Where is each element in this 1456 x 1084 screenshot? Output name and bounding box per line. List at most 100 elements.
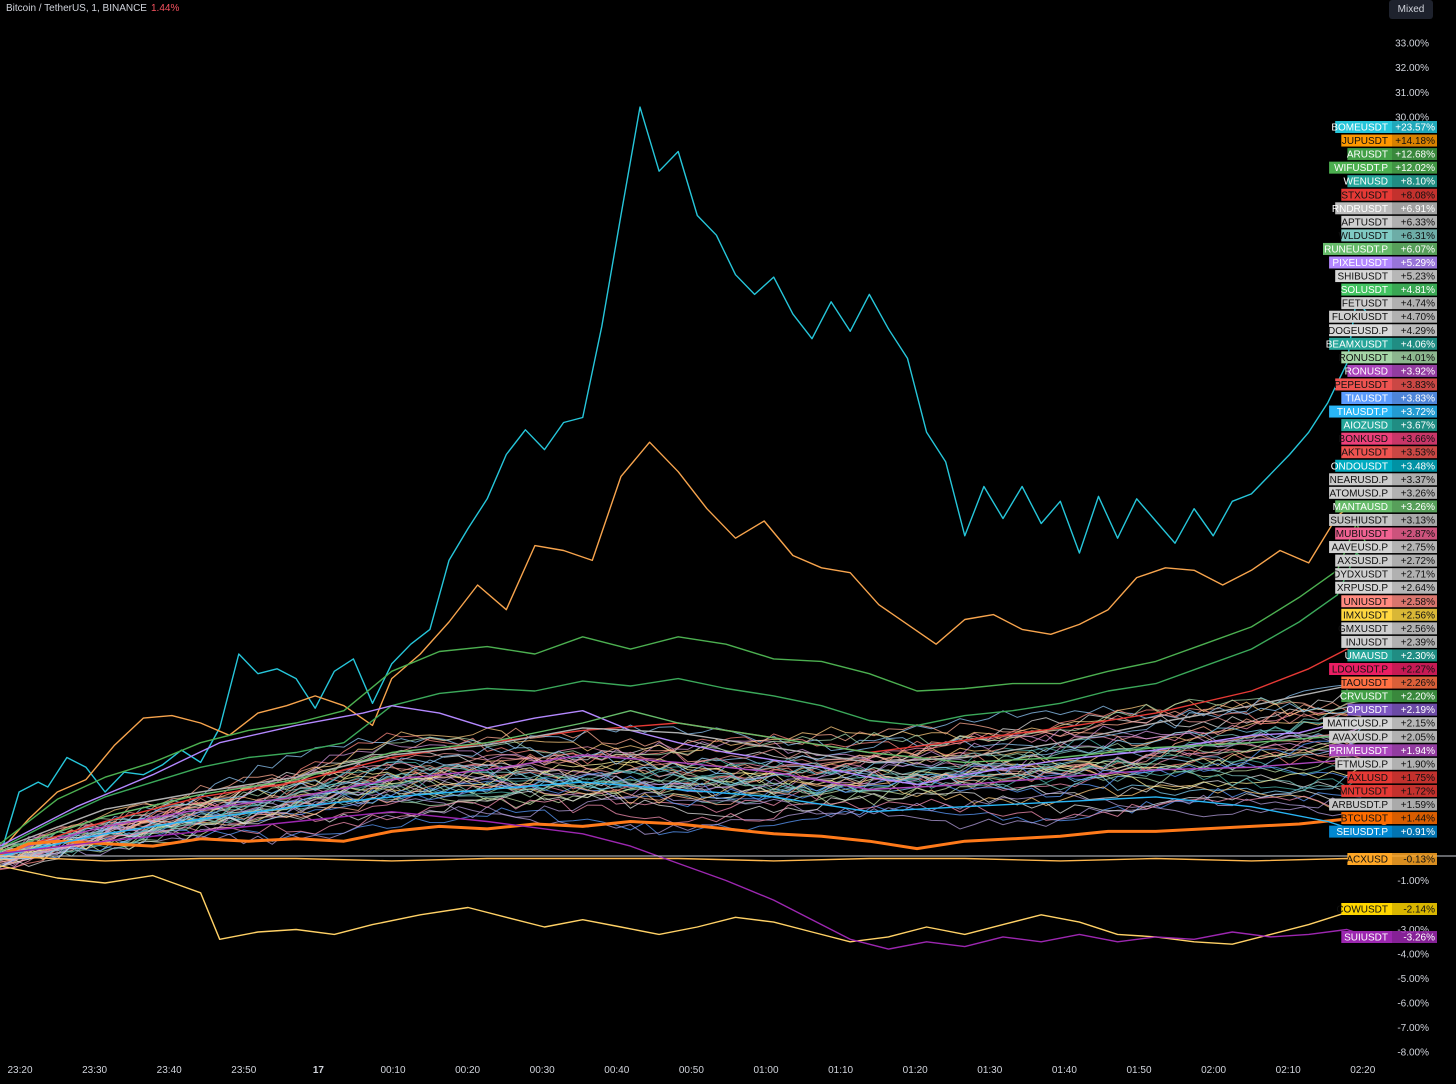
series-label-bonkusd[interactable]: BONKUSD +3.66% [1339,432,1437,446]
series-label-acxusd[interactable]: ACXUSD -0.13% [1346,853,1437,866]
series-label-tiausdt-p[interactable]: TIAUSDT.P +3.72% [1329,405,1437,419]
background-series-group [0,683,1362,871]
series-line-cowusdt[interactable] [0,865,1367,945]
series-label-name: FETUSDT [1342,299,1388,310]
series-line-wifusdt-p[interactable] [0,552,1367,850]
series-label-value-bg [1392,405,1437,418]
series-label-uniusdt[interactable]: UNIUSDT +2.58% [1341,595,1437,608]
series-label-gmxusdt[interactable]: GMXUSDT +2.56% [1338,622,1437,635]
series-label-nearusd-p[interactable]: NEARUSD.P +3.37% [1329,473,1437,486]
series-label-value: +3.83% [1401,380,1435,391]
series-label-stxusdt[interactable]: STXUSDT +8.08% [1341,188,1437,202]
series-line-arusdt[interactable] [0,522,1367,845]
series-line-ronusd[interactable] [0,754,1366,855]
series-label-injusdt[interactable]: INJUSDT +2.39% [1341,635,1437,649]
series-label-dogeusd-p[interactable]: DOGEUSD.P +4.29% [1328,324,1437,337]
series-label-aiozusd[interactable]: AIOZUSD +3.67% [1341,419,1437,432]
series-line-jupusdt[interactable] [0,441,1367,852]
series-label-name: PEPEUSDT [1334,380,1388,391]
series-label-name-bg [1329,541,1392,554]
series-label-runeusdt-p[interactable]: RUNEUSDT.P +6.07% [1323,242,1437,256]
series-label-name-bg [1341,622,1392,635]
series-label-avaxusd-p[interactable]: AVAXUSD.P +2.05% [1329,730,1437,744]
series-label-mntusdt[interactable]: MNTUSDT +1.72% [1339,784,1437,798]
series-label-primeusdt[interactable]: PRIMEUSDT +1.94% [1329,744,1437,757]
series-label-flokiusdt[interactable]: FLOKIUSDT +4.70% [1329,310,1437,324]
series-label-value-bg [1392,798,1437,811]
series-label-name: SOLUSDT [1341,285,1388,296]
x-tick-label: 02:20 [1350,1065,1375,1076]
series-label-arusdt[interactable]: ARUSDT +12.68% [1347,148,1437,161]
price-scale[interactable]: 33.00% 32.00% 31.00% 30.00% -1.00% -3.00% -4.0… [1395,39,1429,1059]
series-label-name-bg [1341,690,1392,703]
series-label-wldusdt[interactable]: WLDUSDT +6.31% [1339,229,1437,242]
series-label-ronusdt[interactable]: RONUSDT +4.01% [1339,351,1437,364]
series-label-value-bg [1392,676,1437,689]
series-label-bomeusdt[interactable]: BOMEUSDT +23.57% [1331,121,1437,134]
series-label-seiusdt-p[interactable]: SEIUSDT.P +0.91% [1329,825,1437,839]
series-label-jupusdt[interactable]: JUPUSDT +14.18% [1341,134,1437,148]
series-label-atomusd-p[interactable]: ATOMUSD.P +3.26% [1329,486,1437,500]
series-label-value-bg [1392,337,1437,350]
background-series-line [0,789,1362,868]
series-label-dydxusdt[interactable]: DYDXUSDT +2.71% [1333,568,1437,581]
series-label-arbusdt-p[interactable]: ARBUSDT.P +1.59% [1329,798,1437,812]
background-series-line [0,795,1362,870]
series-label-beamxusdt[interactable]: BEAMXUSDT +4.06% [1326,337,1437,351]
series-label-sushiusdt[interactable]: SUSHIUSDT +3.13% [1329,513,1437,527]
series-label-umausd[interactable]: UMAUSD +2.30% [1345,649,1437,662]
series-label-xrpusd-p[interactable]: XRPUSD.P +2.64% [1335,581,1437,595]
series-label-aktusdt[interactable]: AKTUSDT +3.53% [1341,446,1437,459]
series-label-maticusd-p[interactable]: MATICUSD.P +2.15% [1323,717,1437,730]
series-label-taousdt[interactable]: TAOUSDT +2.26% [1341,676,1437,690]
series-label-mubiusdt[interactable]: MUBIUSDT +2.87% [1335,527,1437,541]
series-label-wifusdt-p[interactable]: WIFUSDT.P +12.02% [1329,161,1437,175]
series-label-name-bg [1341,419,1392,432]
series-line-rndrusdt[interactable] [0,685,1366,850]
series-label-ftmusd-p[interactable]: FTMUSD.P +1.90% [1335,757,1437,771]
series-label-value: +2.58% [1401,597,1435,608]
series-line-acxusd[interactable] [0,855,1367,862]
scale-mode-button[interactable]: Mixed [1389,0,1433,19]
series-label-name: AAVEUSD.P [1332,543,1389,554]
series-line-bomeusdt[interactable] [0,106,1367,857]
series-label-cowusdt[interactable]: COWUSDT -2.14% [1336,903,1437,916]
series-label-pixelusdt[interactable]: PIXELUSDT +5.29% [1329,256,1437,270]
series-label-value: +2.71% [1401,570,1435,581]
series-label-imxusdt[interactable]: IMXUSDT +2.56% [1341,608,1437,622]
series-label-aaveusd-p[interactable]: AAVEUSD.P +2.75% [1329,541,1437,554]
series-label-name: MUBIUSDT [1336,529,1388,540]
series-label-btcusdt[interactable]: BTCUSDT +1.44% [1341,812,1437,825]
series-label-tiausdt[interactable]: TIAUSDT +3.83% [1341,392,1437,405]
series-label-name: ONDOUSDT [1331,461,1388,472]
series-label-value: +2.15% [1401,719,1435,730]
series-line-suiusdt[interactable] [0,811,1367,950]
series-label-name-bg [1329,825,1392,838]
series-label-axlusd[interactable]: AXLUSD +1.75% [1347,771,1437,784]
background-series-line [0,790,1362,856]
series-label-rndrusdt[interactable]: RNDRUSDT +6.91% [1332,202,1437,215]
series-label-ronusd[interactable]: RONUSD +3.92% [1345,364,1437,378]
series-label-mantausd[interactable]: MANTAUSD +3.26% [1333,500,1437,513]
series-label-aptusdt[interactable]: APTUSDT +6.33% [1341,215,1437,229]
series-label-wenusd[interactable]: WENUSD +8.10% [1344,175,1437,188]
series-label-fetusdt[interactable]: FETUSDT +4.74% [1341,297,1437,310]
series-label-suiusdt[interactable]: SUIUSDT -3.26% [1341,931,1437,944]
series-label-ldousdt-p[interactable]: LDOUSDT.P +2.27% [1329,663,1437,676]
series-label-opusdt[interactable]: OPUSDT +2.19% [1346,703,1437,717]
series-line-solusdt[interactable] [0,710,1367,852]
series-label-crvusdt[interactable]: CRVUSDT +2.20% [1340,690,1437,703]
series-label-pepeusdt[interactable]: PEPEUSDT +3.83% [1334,378,1437,391]
time-scale[interactable]: 23:20 23:30 23:40 23:50 17 00:10 00:20 00:30 00:… [7,1065,1375,1076]
x-tick-label: 00:30 [530,1065,555,1076]
series-label-name: JUPUSDT [1342,136,1388,147]
series-label-solusdt[interactable]: SOLUSDT +4.81% [1341,283,1437,297]
series-label-shibusdt[interactable]: SHIBUSDT +5.23% [1335,270,1437,283]
series-label-ondousdt[interactable]: ONDOUSDT +3.48% [1331,459,1437,473]
series-label-name: TAOUSDT [1341,678,1388,689]
series-label-name: FLOKIUSDT [1332,312,1388,323]
series-label-axsusd-p[interactable]: AXSUSD.P +2.72% [1335,554,1437,568]
series-line-btcusdt[interactable] [0,817,1367,858]
series-line-seiusdt-p[interactable] [0,781,1367,857]
